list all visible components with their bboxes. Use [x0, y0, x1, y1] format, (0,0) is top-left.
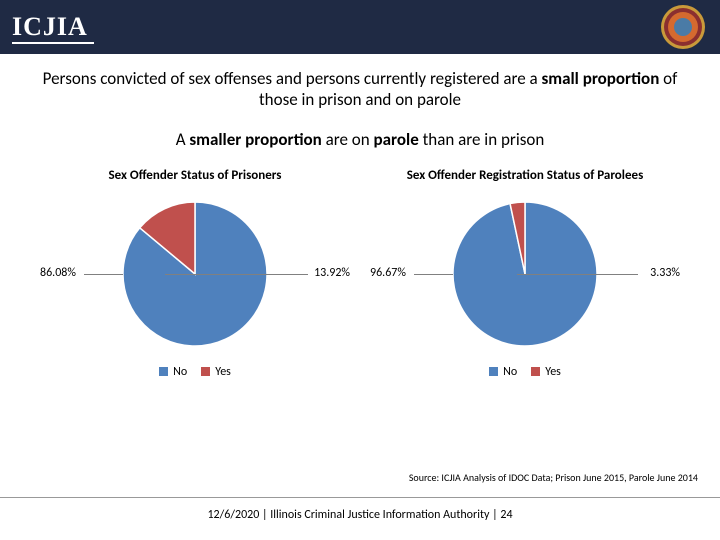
legend-item-yes: Yes	[201, 365, 231, 379]
footer-page: 24	[500, 508, 512, 522]
slide-subtitle: A smaller proportion are on parole than …	[0, 129, 720, 150]
subtitle-part-c: are on	[322, 129, 374, 150]
swatch-yes-r	[531, 367, 540, 376]
callout-right-yes: 3.33%	[650, 266, 680, 280]
charts-row: Sex Offender Status of Prisoners 86.08% …	[0, 168, 720, 379]
swatch-no-r	[489, 367, 498, 376]
slide-title: Persons convicted of sex offenses and pe…	[0, 68, 720, 111]
logo-text: ICJIA	[12, 12, 88, 42]
legend-label-no-r: No	[503, 365, 517, 379]
legend-right: No Yes	[489, 365, 561, 379]
footer-divider	[0, 497, 720, 498]
callout-left-no: 86.08%	[40, 266, 76, 280]
subtitle-emphasis-1: smaller proportion	[189, 129, 321, 150]
subtitle-part-a: A	[176, 129, 190, 150]
state-seal-icon	[660, 4, 706, 50]
title-part-1: Persons convicted of sex offenses and pe…	[43, 68, 542, 89]
legend-label-yes-r: Yes	[545, 365, 561, 379]
pie-right-wrap: 96.67% 3.33%	[370, 189, 680, 359]
pie-left-wrap: 86.08% 13.92%	[40, 189, 350, 359]
swatch-yes	[201, 367, 210, 376]
chart-left: Sex Offender Status of Prisoners 86.08% …	[40, 168, 350, 379]
source-text: Source: ICJIA Analysis of IDOC Data; Pri…	[409, 471, 698, 484]
chart-right-title: Sex Offender Registration Status of Paro…	[407, 168, 644, 183]
callout-right-no: 96.67%	[370, 266, 406, 280]
legend-item-no-r: No	[489, 365, 517, 379]
title-emphasis: small proportion	[542, 68, 660, 89]
footer: 12/6/2020 | Illinois Criminal Justice In…	[0, 508, 720, 522]
legend-label-yes: Yes	[215, 365, 231, 379]
legend-item-no: No	[159, 365, 187, 379]
legend-item-yes-r: Yes	[531, 365, 561, 379]
chart-left-title: Sex Offender Status of Prisoners	[109, 168, 282, 183]
footer-org: Illinois Criminal Justice Information Au…	[270, 508, 489, 522]
callout-left-yes: 13.92%	[314, 266, 350, 280]
legend-left: No Yes	[159, 365, 231, 379]
subtitle-part-e: than are in prison	[419, 129, 545, 150]
header-bar: ICJIA	[0, 0, 720, 54]
chart-right: Sex Offender Registration Status of Paro…	[370, 168, 680, 379]
swatch-no	[159, 367, 168, 376]
footer-date: 12/6/2020	[207, 508, 259, 522]
legend-label-no: No	[173, 365, 187, 379]
subtitle-emphasis-2: parole	[374, 129, 419, 150]
logo-underline	[12, 42, 94, 44]
